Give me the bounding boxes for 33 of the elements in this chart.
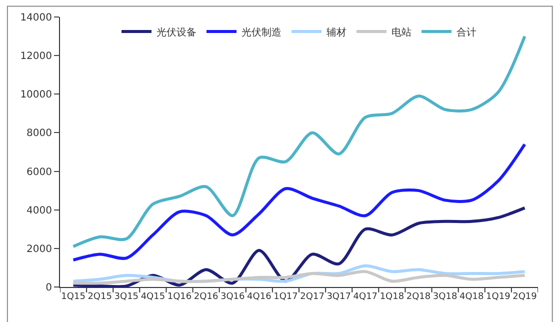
x-tick-label: 1Q19 — [486, 292, 511, 302]
legend-label: 合计 — [456, 26, 476, 38]
x-tick-label: 4Q15 — [140, 292, 166, 302]
y-tick-label: 2000 — [26, 244, 52, 255]
legend-label: 光伏设备 — [156, 26, 196, 38]
y-tick-label: 10000 — [20, 90, 52, 101]
x-tick-label: 1Q15 — [61, 292, 86, 302]
x-tick-label: 1Q16 — [167, 292, 192, 302]
x-tick-label: 4Q17 — [353, 292, 378, 302]
x-tick-label: 3Q17 — [326, 292, 351, 302]
x-tick-label: 4Q18 — [459, 292, 484, 302]
x-tick-label: 2Q15 — [88, 292, 112, 302]
legend-label: 光伏制造 — [242, 26, 282, 38]
x-tick-label: 4Q16 — [247, 292, 272, 302]
line-series — [72, 270, 526, 285]
y-tick-label: 4000 — [26, 205, 52, 216]
x-tick-label: 3Q15 — [114, 292, 139, 302]
x-tick-label: 1Q18 — [380, 292, 404, 302]
x-tick-label: 2Q17 — [300, 292, 324, 302]
y-tick-label: 14000 — [20, 12, 52, 24]
x-tick-label: 2Q16 — [194, 292, 218, 302]
legend-label: 电站 — [392, 26, 412, 38]
x-tick-label: 3Q16 — [220, 292, 246, 302]
x-tick-label: 2Q19 — [512, 292, 538, 302]
legend-label: 辅材 — [326, 26, 346, 38]
y-tick-label: 0 — [46, 282, 52, 294]
y-tick-label: 6000 — [26, 166, 52, 178]
y-tick-label: 12000 — [20, 51, 52, 62]
x-tick-label: 2Q18 — [406, 292, 431, 302]
x-tick-label: 3Q18 — [432, 292, 458, 302]
x-tick-label: 1Q17 — [274, 292, 298, 302]
line-series — [72, 142, 526, 262]
y-tick-label: 8000 — [26, 128, 52, 140]
